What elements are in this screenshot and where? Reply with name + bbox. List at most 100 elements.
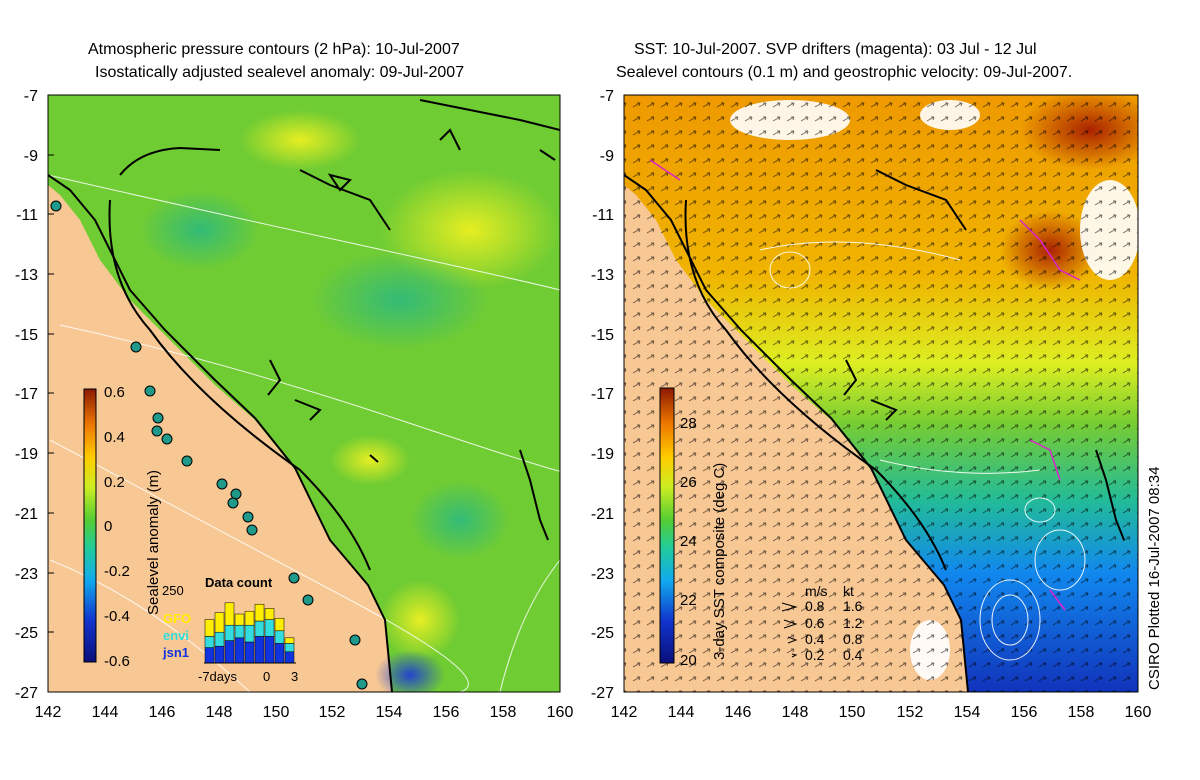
sst-colorbar-tick: 24: [680, 533, 697, 550]
anomaly-low-blob: [310, 250, 490, 350]
velocity-arrow-icon: [791, 653, 798, 658]
colorbar-tick-label: -0.4: [104, 608, 130, 625]
data-count-bar-envi: [264, 619, 275, 637]
left-y-tick-label: -21: [15, 506, 38, 523]
colorbar-tick-label: -0.2: [104, 563, 130, 580]
data-count-bar-jsn1: [274, 643, 285, 664]
data-count-bar-envi: [214, 631, 225, 647]
left-title-line1: Atmospheric pressure contours (2 hPa): 1…: [88, 41, 460, 58]
sealevel-contours: [759, 241, 1086, 661]
left-y-axis-ticks: [48, 94, 54, 693]
right-y-tick-label: -19: [591, 446, 614, 463]
data-count-bar-envi: [274, 630, 285, 644]
velocity-legend-kt: 1.2: [843, 615, 863, 631]
velocity-legend-ms-header: m/s: [805, 583, 828, 599]
right-map-frame: [623, 94, 1139, 693]
left-x-tick-label: 144: [92, 704, 119, 720]
left-y-tick-label: -19: [15, 446, 38, 463]
data-count-bar-gfo: [264, 608, 275, 620]
left-y-tick-label: -23: [15, 566, 38, 583]
reef-islands: [267, 128, 549, 541]
data-count-x-label: 3: [291, 669, 298, 684]
data-count-x-label: 0: [263, 669, 270, 684]
left-title-line2: Isostatically adjusted sealevel anomaly:…: [95, 64, 465, 81]
left-y-tick-label: -13: [15, 267, 38, 284]
velocity-legend-ms: 0.6: [805, 615, 825, 631]
data-count-ymax: 250: [162, 583, 184, 598]
left-map-panel: -7 -9 -11 -13 -15 -17 -19 -21 -23 -25 -2…: [15, 88, 574, 720]
geostrophic-velocity-arrows: [624, 95, 1138, 692]
right-y-tick-label: -7: [600, 88, 614, 105]
left-x-tick-label: 146: [149, 704, 176, 720]
data-count-bar-jsn1: [264, 636, 275, 664]
sst-colorbar-label: 3-day SST composite (deg C): [711, 463, 728, 660]
velocity-legend: m/s kt 0.8 1.6 0.6 1.2 0.4 0.8 0.2 0.4: [781, 583, 863, 663]
left-x-tick-label: 150: [263, 704, 290, 720]
svp-drifter-tracks: [649, 159, 1081, 611]
data-count-bar-jsn1: [284, 651, 295, 664]
right-y-tick-label: -23: [591, 566, 614, 583]
velocity-legend-kt: 1.6: [843, 598, 863, 614]
velocity-arrow-icon: [781, 602, 798, 612]
velocity-legend-ms: 0.4: [805, 631, 825, 647]
data-count-bars: [204, 602, 295, 664]
sst-colorbar-tick: 28: [680, 415, 697, 432]
left-x-tick-label: 156: [433, 704, 460, 720]
data-count-bar-gfo: [254, 603, 265, 622]
velocity-legend-kt-header: kt: [843, 583, 854, 599]
right-x-tick-label: 156: [1011, 704, 1038, 720]
left-x-tick-label: 158: [490, 704, 517, 720]
right-x-tick-label: 160: [1125, 704, 1152, 720]
right-x-tick-label: 146: [725, 704, 752, 720]
pressure-contours: [48, 174, 560, 692]
left-y-tick-label: -27: [15, 685, 38, 702]
data-count-bar-jsn1: [254, 636, 265, 664]
right-y-tick-label: -15: [591, 327, 614, 344]
tide-gauges: [50, 200, 368, 690]
data-count-bar-jsn1: [204, 647, 215, 664]
right-y-tick-label: -11: [592, 207, 614, 224]
anomaly-high-blob: [240, 110, 360, 170]
right-y-tick-label: -17: [591, 386, 614, 403]
coastline: [48, 99, 560, 692]
sst-colorbar: [659, 387, 675, 664]
data-count-bar-envi: [224, 624, 235, 641]
colorbar-tick-label: -0.6: [104, 653, 130, 670]
legend-gfo: GFO: [163, 611, 191, 626]
right-x-tick-label: 152: [897, 704, 924, 720]
data-count-bar-jsn1: [244, 641, 255, 664]
right-y-tick-label: -21: [591, 506, 614, 523]
velocity-legend-kt: 0.4: [843, 647, 863, 663]
data-count-bar-gfo: [214, 612, 225, 633]
sst-colorbar-tick: 20: [680, 652, 697, 669]
data-count-bar-gfo: [244, 610, 255, 626]
left-x-tick-label: 148: [206, 704, 233, 720]
data-count-bar-jsn1: [224, 640, 235, 664]
anomaly-high-blob: [330, 435, 410, 485]
velocity-legend-kt: 0.8: [843, 631, 863, 647]
data-count-bar-envi: [244, 624, 255, 643]
right-x-tick-label: 154: [954, 704, 981, 720]
right-y-tick-label: -25: [591, 625, 614, 642]
coastline: [624, 169, 1125, 692]
data-count-bar-jsn1: [234, 637, 245, 664]
anomaly-low-blob: [140, 190, 260, 270]
data-count-bar-gfo: [224, 602, 235, 626]
anomaly-low-blob: [375, 650, 445, 692]
right-x-tick-label: 148: [782, 704, 809, 720]
right-title-line2: Sealevel contours (0.1 m) and geostrophi…: [616, 64, 1073, 81]
colorbar-tick-label: 0.6: [104, 384, 125, 401]
velocity-legend-ms: 0.8: [805, 598, 825, 614]
data-count-bar-jsn1: [214, 645, 225, 664]
colorbar-tick-label: 0: [104, 518, 112, 535]
data-count-bar-envi: [254, 620, 265, 637]
left-x-tick-label: 142: [35, 704, 62, 720]
data-count-bar-gfo: [284, 637, 295, 644]
legend-jsn1: jsn1: [162, 645, 189, 660]
data-count-bar-envi: [234, 624, 245, 639]
anomaly-high-blob: [380, 580, 460, 660]
colorbar-label: Sealevel anomaly (m): [145, 470, 162, 615]
data-count-bar-gfo: [234, 613, 245, 626]
right-title-line1: SST: 10-Jul-2007. SVP drifters (magenta)…: [634, 41, 1037, 58]
left-x-tick-label: 160: [547, 704, 574, 720]
